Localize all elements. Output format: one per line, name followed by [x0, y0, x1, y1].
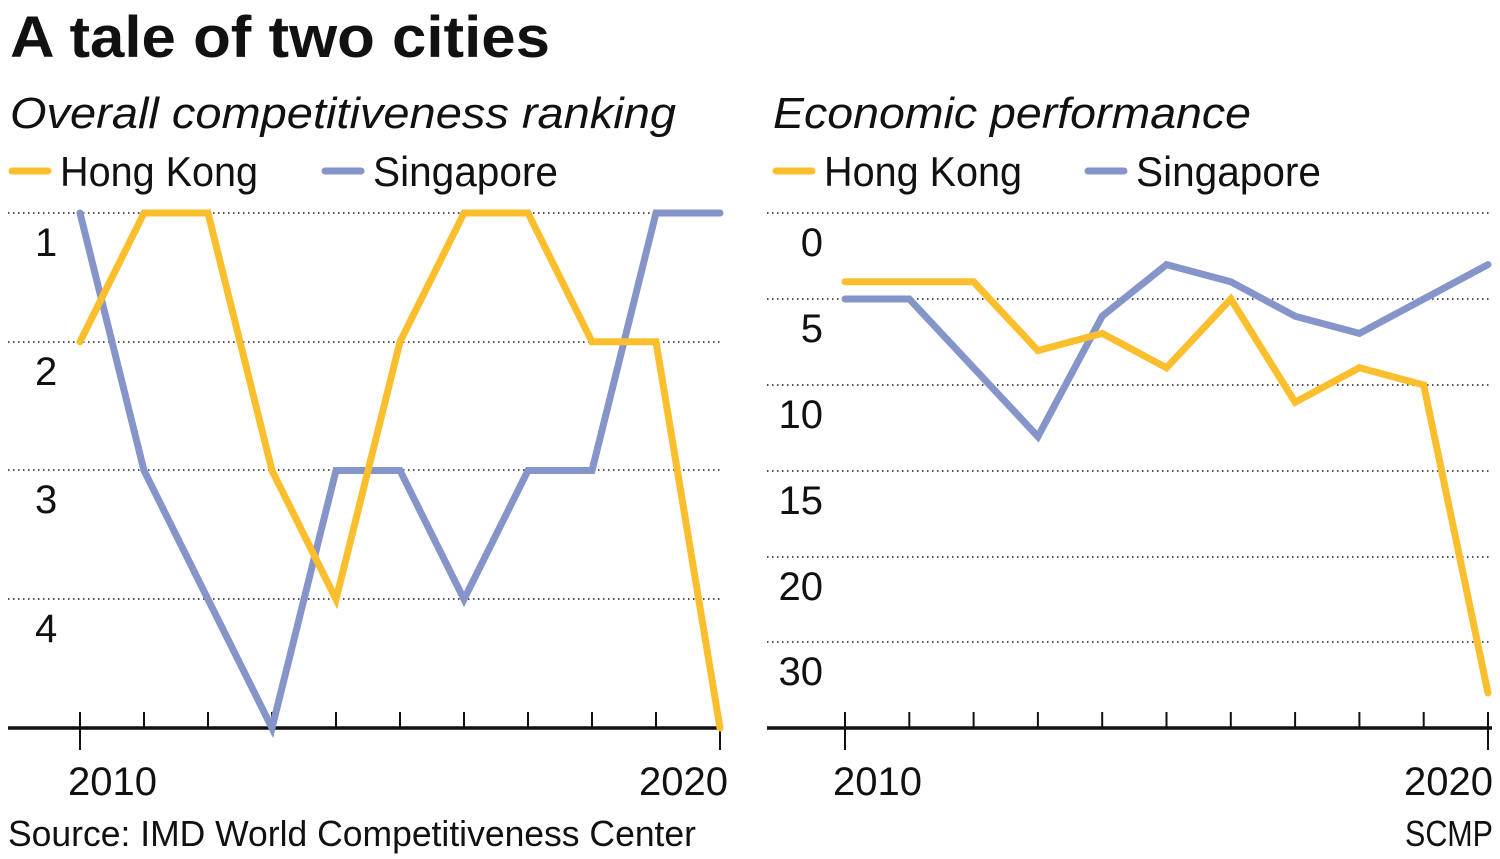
credit-label: SCMP — [1405, 813, 1493, 854]
y-tick-label: 10 — [779, 393, 824, 437]
x-tick-label: 2020 — [639, 760, 728, 804]
legend-label: Singapore — [373, 148, 558, 195]
legend-label: Hong Kong — [60, 148, 258, 195]
y-tick-label: 30 — [779, 650, 824, 694]
source-note: Source: IMD World Competitiveness Center — [8, 813, 696, 854]
x-tick-label: 2010 — [68, 760, 157, 804]
y-tick-label: 4 — [35, 607, 57, 651]
chart-title: A tale of two cities — [10, 5, 550, 70]
legend-label: Hong Kong — [824, 148, 1022, 195]
x-tick-label: 2010 — [833, 760, 922, 804]
panel-subtitle: Overall competitiveness ranking — [10, 89, 677, 138]
y-tick-label: 15 — [779, 479, 824, 523]
legend-label: Singapore — [1136, 148, 1321, 195]
y-tick-label: 1 — [35, 221, 57, 265]
y-tick-label: 20 — [779, 565, 824, 609]
x-tick-label: 2020 — [1404, 760, 1493, 804]
y-tick-label: 0 — [801, 221, 823, 265]
panel-subtitle: Economic performance — [773, 89, 1251, 138]
y-tick-label: 5 — [801, 307, 823, 351]
y-tick-label: 2 — [35, 350, 57, 394]
series-line-singapore — [841, 260, 1492, 443]
y-tick-label: 3 — [35, 478, 57, 522]
series-line-hong-kong — [841, 278, 1492, 697]
